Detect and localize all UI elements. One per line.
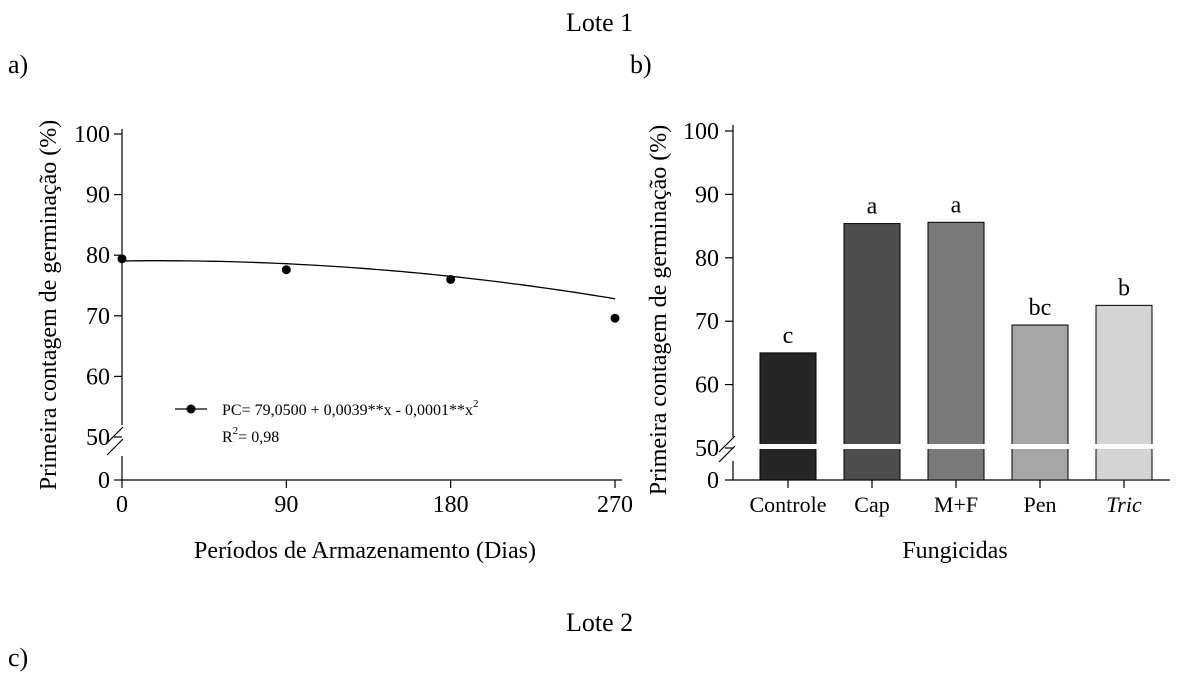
bar-letter-label: bc: [1029, 295, 1052, 321]
panel-label-b: b): [630, 50, 652, 79]
bar-tric: [1095, 304, 1153, 481]
x-tick-label-a: 0: [116, 492, 128, 518]
y-tick-label-a: 60: [86, 364, 110, 390]
y-tick-label-b: 50: [695, 436, 719, 462]
y-axis-title-a: Primeira contagem de germinação (%): [36, 120, 62, 491]
x-tick-label-a: 180: [433, 492, 469, 518]
fit-curve-a: [121, 260, 616, 300]
y-tick-label-a: 50: [86, 425, 110, 451]
y-tick-label-a: 100: [74, 122, 110, 148]
axis-break-mark-b: [718, 445, 736, 463]
lote1-title: Lote 1: [566, 8, 634, 37]
bar-letter-label: a: [867, 194, 878, 220]
x-tick-label-b: M+F: [934, 492, 978, 517]
legend-r2-a: R2= 0,98: [222, 425, 279, 446]
bar-letter-label: c: [783, 323, 794, 349]
bar-break-band: [759, 444, 817, 449]
bar-letter-label: b: [1118, 275, 1130, 301]
bar-m-f: [927, 221, 985, 481]
x-tick-label-b: Tric: [1106, 492, 1142, 517]
lote2-title: Lote 2: [566, 608, 634, 637]
x-tick-label-a: 270: [597, 492, 633, 518]
y-tick-label-a: 70: [86, 304, 110, 330]
legend-equation-a: PC= 79,0500 + 0,0039**x - 0,0001**x2: [222, 398, 478, 419]
x-tick-label-a: 90: [274, 492, 298, 518]
chart-b: 0 50 60 70 80 90 100 c Controle a Cap a M+F bc Pen b Tri…: [646, 119, 1170, 564]
bar-break-band: [1011, 444, 1069, 449]
panel-label-a: a): [8, 50, 29, 79]
bar-pen: [1011, 324, 1069, 481]
y-tick-label-b: 80: [695, 246, 719, 272]
data-point-a: [446, 274, 456, 284]
axis-break-mark-a: [106, 426, 124, 444]
y-tick-label-a: 0: [98, 468, 110, 494]
bar-break-band: [927, 444, 985, 449]
x-tick-label-b: Cap: [854, 492, 889, 517]
x-tick-label-b: Controle: [750, 492, 827, 517]
chart-a: 0 50 60 70 80 90 100 0 90 180 270 Períodos de Armaz…: [36, 120, 633, 564]
axis-break-mark-a: [106, 438, 124, 456]
axis-break-mark-b: [718, 435, 736, 453]
y-tick-label-a: 80: [86, 243, 110, 269]
data-point-a: [117, 254, 127, 264]
legend-marker-a: [186, 404, 196, 414]
y-tick-label-b: 60: [695, 373, 719, 399]
bar-break-band: [1095, 444, 1153, 449]
x-tick-label-b: Pen: [1024, 492, 1057, 517]
bar-cap: [843, 223, 901, 481]
data-point-a: [281, 265, 291, 275]
panel-label-c: c): [8, 643, 29, 672]
data-point-a: [610, 313, 620, 323]
bar-break-band: [843, 444, 901, 449]
x-axis-title-a: Períodos de Armazenamento (Dias): [194, 538, 536, 564]
y-tick-label-b: 0: [707, 468, 719, 494]
y-tick-label-b: 100: [683, 119, 719, 145]
y-axis-title-b: Primeira contagem de germinação (%): [646, 125, 672, 496]
bar-letter-label: a: [951, 192, 962, 218]
y-tick-label-b: 70: [695, 309, 719, 335]
x-axis-title-b: Fungicidas: [902, 538, 1007, 564]
bar-controle: [759, 352, 817, 481]
y-tick-label-a: 90: [86, 183, 110, 209]
y-tick-label-b: 90: [695, 182, 719, 208]
